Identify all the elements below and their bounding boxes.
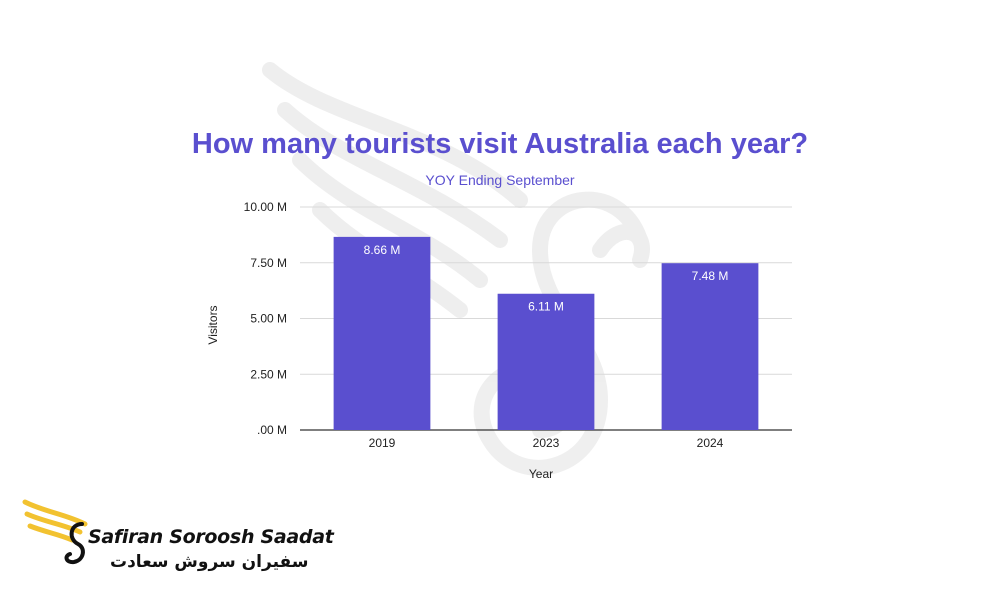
- bar: [661, 263, 759, 430]
- bar-value-label: 8.66 M: [364, 243, 401, 257]
- logo-text-english: Safiran Soroosh Saadat: [88, 526, 334, 548]
- y-tick-label: .00 M: [257, 423, 287, 437]
- x-tick-label: 2019: [369, 436, 396, 450]
- x-axis-label: Year: [529, 467, 553, 481]
- bar-value-label: 7.48 M: [692, 269, 729, 283]
- y-tick-label: 2.50 M: [250, 367, 287, 381]
- y-tick-label: 7.50 M: [250, 256, 287, 270]
- x-tick-label: 2023: [533, 436, 560, 450]
- y-tick-label: 10.00 M: [244, 200, 287, 214]
- company-logo: Safiran Soroosh Saadat سفیران سروش سعادت: [20, 494, 334, 584]
- bar: [497, 293, 595, 430]
- chart-subtitle: YOY Ending September: [425, 172, 575, 188]
- bar-value-label: 6.11 M: [528, 300, 564, 314]
- logo-text-persian: سفیران سروش سعادت: [110, 552, 309, 572]
- y-axis-label: Visitors: [206, 305, 220, 344]
- chart-title: How many tourists visit Australia each y…: [191, 128, 809, 160]
- wing-logo-icon: [22, 499, 88, 565]
- y-tick-label: 5.00 M: [250, 312, 287, 326]
- x-tick-label: 2024: [697, 436, 724, 450]
- bar: [333, 236, 431, 430]
